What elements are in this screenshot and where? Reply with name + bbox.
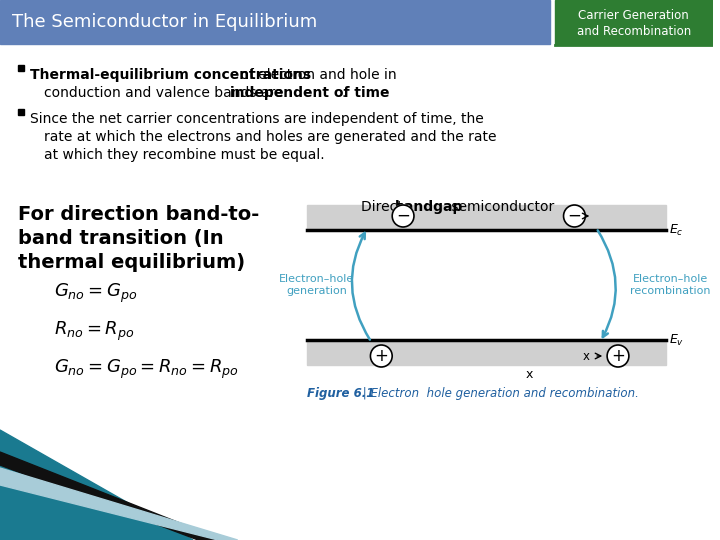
Text: Since the net carrier concentrations are independent of time, the: Since the net carrier concentrations are… <box>30 112 483 126</box>
Text: $R_{no} = R_{po}$: $R_{no} = R_{po}$ <box>55 320 135 343</box>
Text: semiconductor: semiconductor <box>446 200 554 214</box>
Bar <box>307 340 665 365</box>
Text: rate at which the electrons and holes are generated and the rate: rate at which the electrons and holes ar… <box>44 130 496 144</box>
Text: +: + <box>374 347 388 365</box>
Text: x: x <box>582 349 590 362</box>
Text: $E_c$: $E_c$ <box>670 222 684 238</box>
Circle shape <box>392 205 414 227</box>
Text: at which they recombine must be equal.: at which they recombine must be equal. <box>44 148 324 162</box>
Polygon shape <box>0 468 238 540</box>
Bar <box>18 65 24 71</box>
Text: of electron and hole in: of electron and hole in <box>235 68 396 82</box>
Text: Electron–hole
recombination: Electron–hole recombination <box>630 274 711 296</box>
Text: independent of time: independent of time <box>230 86 390 100</box>
Text: Carrier Generation: Carrier Generation <box>578 9 689 22</box>
Circle shape <box>564 205 585 227</box>
Text: thermal equilibrium): thermal equilibrium) <box>18 253 245 272</box>
Text: The Semiconductor in Equilibrium: The Semiconductor in Equilibrium <box>12 13 317 31</box>
Circle shape <box>607 345 629 367</box>
Text: conduction and valence bands are: conduction and valence bands are <box>44 86 287 100</box>
Text: bandgap: bandgap <box>395 200 464 214</box>
Text: −: − <box>396 207 410 225</box>
Text: Figure 6.1: Figure 6.1 <box>307 387 374 400</box>
Circle shape <box>370 345 392 367</box>
Bar <box>554 0 713 44</box>
Text: −: − <box>567 207 581 225</box>
Text: For direction band-to-: For direction band-to- <box>18 205 259 224</box>
Text: and Recombination: and Recombination <box>577 25 691 38</box>
Text: Thermal-equilibrium concentrations: Thermal-equilibrium concentrations <box>30 68 311 82</box>
Text: .: . <box>342 86 346 100</box>
Polygon shape <box>0 452 222 540</box>
Text: $G_{no} = G_{po}$: $G_{no} = G_{po}$ <box>55 282 138 305</box>
Bar <box>18 109 24 115</box>
Text: $G_{no} = G_{po} = R_{no} = R_{po}$: $G_{no} = G_{po} = R_{no} = R_{po}$ <box>55 358 240 381</box>
Text: +: + <box>611 347 625 365</box>
Text: $E_v$: $E_v$ <box>670 333 685 348</box>
Bar <box>0 0 549 44</box>
Text: | Electron  hole generation and recombination.: | Electron hole generation and recombina… <box>359 387 639 400</box>
Text: band transition (In: band transition (In <box>18 229 223 248</box>
Text: Electron–hole
generation: Electron–hole generation <box>279 274 354 296</box>
Polygon shape <box>0 430 193 540</box>
Bar <box>307 205 665 230</box>
Text: Direct: Direct <box>361 200 408 214</box>
Text: x: x <box>526 368 533 381</box>
